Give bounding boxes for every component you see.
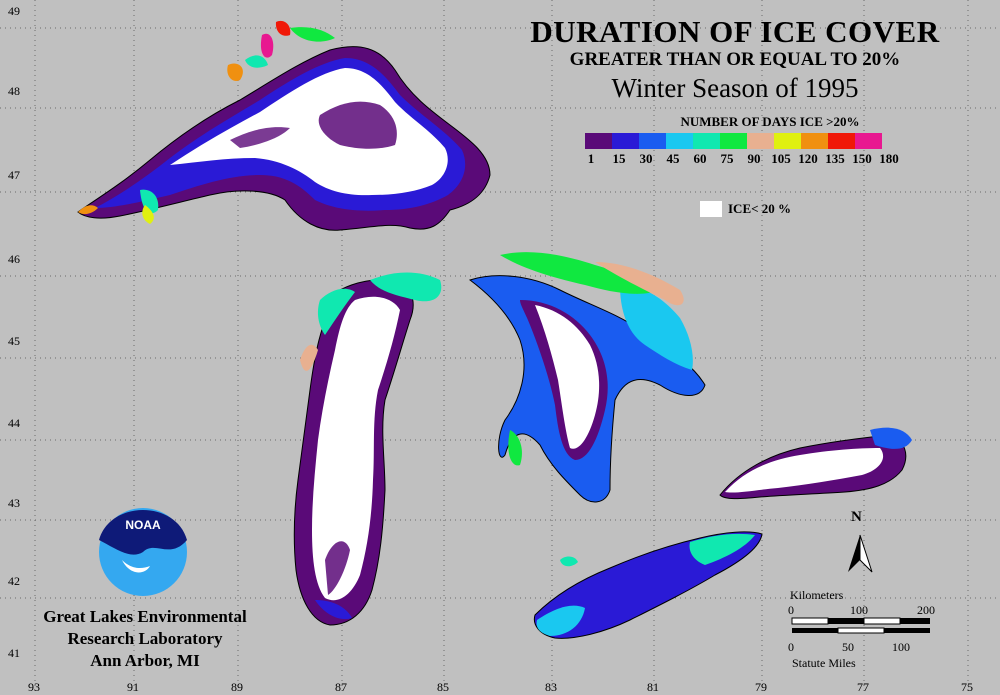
legend-swatch-9 <box>828 133 855 149</box>
ice-label: ICE< 20 % <box>728 201 792 216</box>
latitude-label: 47 <box>8 168 20 182</box>
lake-erie <box>533 531 763 639</box>
legend-swatch-3 <box>666 133 693 149</box>
latitude-label: 41 <box>8 646 20 660</box>
longitude-label: 87 <box>335 680 347 694</box>
legend-ticks: 1 15 30 45 60 75 90 105 120 135 150 180 <box>577 151 937 167</box>
legend-swatch-4 <box>693 133 720 149</box>
legend-tick: 15 <box>612 151 626 166</box>
legend-swatch-0 <box>585 133 612 149</box>
lab-location: Ann Arbor, MI <box>90 651 200 670</box>
title-line3: Winter Season of 1995 <box>611 73 859 103</box>
title-line1: DURATION OF ICE COVER <box>530 14 940 49</box>
legend-swatch-6 <box>747 133 774 149</box>
legend-tick: 45 <box>666 151 680 166</box>
legend-tick: 150 <box>852 151 872 166</box>
longitude-label: 91 <box>127 680 139 694</box>
lake-ontario <box>719 427 912 500</box>
legend-title: NUMBER OF DAYS ICE >20% <box>680 114 860 129</box>
longitude-label: 81 <box>647 680 659 694</box>
latitude-label: 48 <box>8 84 20 98</box>
legend-tick: 135 <box>825 151 845 166</box>
longitude-label: 85 <box>437 680 449 694</box>
legend-tick: 105 <box>771 151 791 166</box>
scale-mi-tick-0: 0 <box>788 640 794 654</box>
legend-swatch-7 <box>774 133 801 149</box>
latitude-label: 42 <box>8 574 20 588</box>
scale-mi-tick-100: 100 <box>892 640 910 654</box>
scale-km-tick-100: 100 <box>850 603 868 617</box>
north-label: N <box>851 509 862 525</box>
legend-tick: 120 <box>798 151 818 166</box>
lab-name-line2: Research Laboratory <box>67 629 223 648</box>
noaa-logo <box>99 508 187 596</box>
scale-mi-tick-50: 50 <box>842 640 854 654</box>
lake-michigan <box>293 272 442 626</box>
scale-km-label: Kilometers <box>790 588 844 602</box>
legend-tick: 180 <box>879 151 899 166</box>
scale-mi-label: Statute Miles <box>792 656 856 670</box>
latitude-label: 45 <box>8 334 20 348</box>
longitude-label: 83 <box>545 680 557 694</box>
scale-km-tick-200: 200 <box>917 603 935 617</box>
latitude-label: 46 <box>8 252 20 266</box>
legend-tick: 75 <box>720 151 734 166</box>
scale-km-tick-0: 0 <box>788 603 794 617</box>
longitude-label: 93 <box>28 680 40 694</box>
legend-swatch-8 <box>801 133 828 149</box>
longitude-label: 79 <box>755 680 767 694</box>
legend-tick: 30 <box>639 151 653 166</box>
legend-color-bar <box>585 133 882 149</box>
legend-tick: 60 <box>693 151 707 166</box>
scale-bars <box>791 617 930 634</box>
legend-swatch-1 <box>612 133 639 149</box>
legend-tick: 90 <box>747 151 761 166</box>
lab-name-line1: Great Lakes Environmental <box>43 607 247 626</box>
legend-swatch-5 <box>720 133 747 149</box>
lake-huron <box>468 252 706 503</box>
longitude-label: 89 <box>231 680 243 694</box>
noaa-logo-text: NOAA <box>125 518 161 532</box>
latitude-label: 43 <box>8 496 20 510</box>
latitude-label: 49 <box>8 4 20 18</box>
longitude-label: 77 <box>857 680 869 694</box>
north-arrow <box>848 534 873 573</box>
lake-superior <box>77 20 491 231</box>
latitude-label: 44 <box>8 416 20 430</box>
legend-tick: 1 <box>587 151 595 166</box>
legend-swatch-10 <box>855 133 882 149</box>
ice-swatch <box>700 201 722 217</box>
title-line2: GREATER THAN OR EQUAL TO 20% <box>569 49 901 70</box>
longitude-label: 75 <box>961 680 973 694</box>
legend-swatch-2 <box>639 133 666 149</box>
